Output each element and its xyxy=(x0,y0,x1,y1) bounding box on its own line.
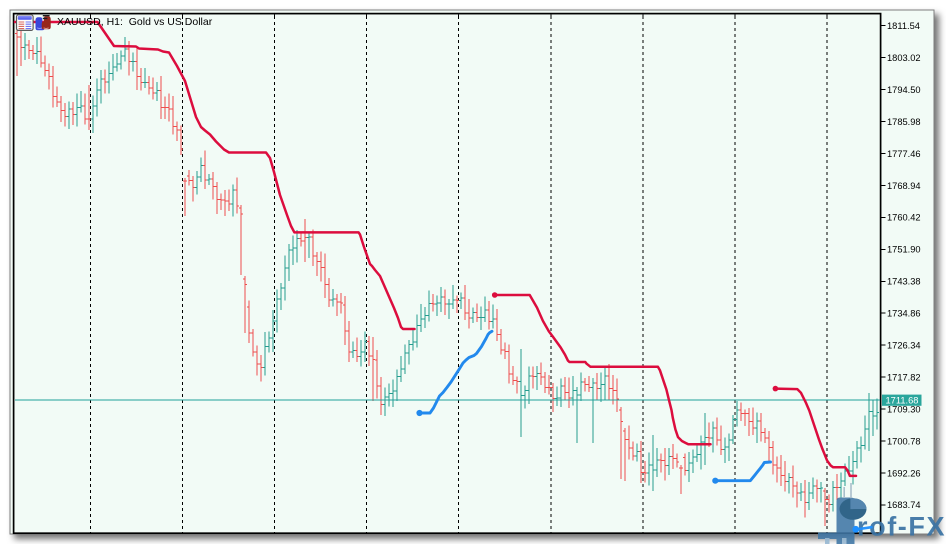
svg-text:1734.86: 1734.86 xyxy=(887,309,921,319)
svg-text:1711.68: 1711.68 xyxy=(886,396,919,406)
svg-text:XAUUSD, H1: Gold vs US Dollar: XAUUSD, H1: Gold vs US Dollar xyxy=(57,16,213,28)
svg-text:1726.34: 1726.34 xyxy=(887,341,921,351)
svg-text:1683.74: 1683.74 xyxy=(887,500,921,510)
svg-text:1777.46: 1777.46 xyxy=(887,149,921,159)
svg-text:1717.82: 1717.82 xyxy=(887,372,921,382)
svg-text:1751.90: 1751.90 xyxy=(887,245,921,255)
svg-text:1700.78: 1700.78 xyxy=(887,436,921,446)
svg-text:1794.50: 1794.50 xyxy=(887,85,921,95)
svg-text:1760.42: 1760.42 xyxy=(887,213,921,223)
svg-text:1743.38: 1743.38 xyxy=(887,277,921,287)
svg-text:1803.02: 1803.02 xyxy=(887,53,921,63)
svg-text:1692.26: 1692.26 xyxy=(887,468,921,478)
svg-text:1785.98: 1785.98 xyxy=(887,117,921,127)
svg-text:1709.30: 1709.30 xyxy=(887,404,921,414)
svg-text:1768.94: 1768.94 xyxy=(887,181,921,191)
svg-text:1811.54: 1811.54 xyxy=(887,21,920,31)
